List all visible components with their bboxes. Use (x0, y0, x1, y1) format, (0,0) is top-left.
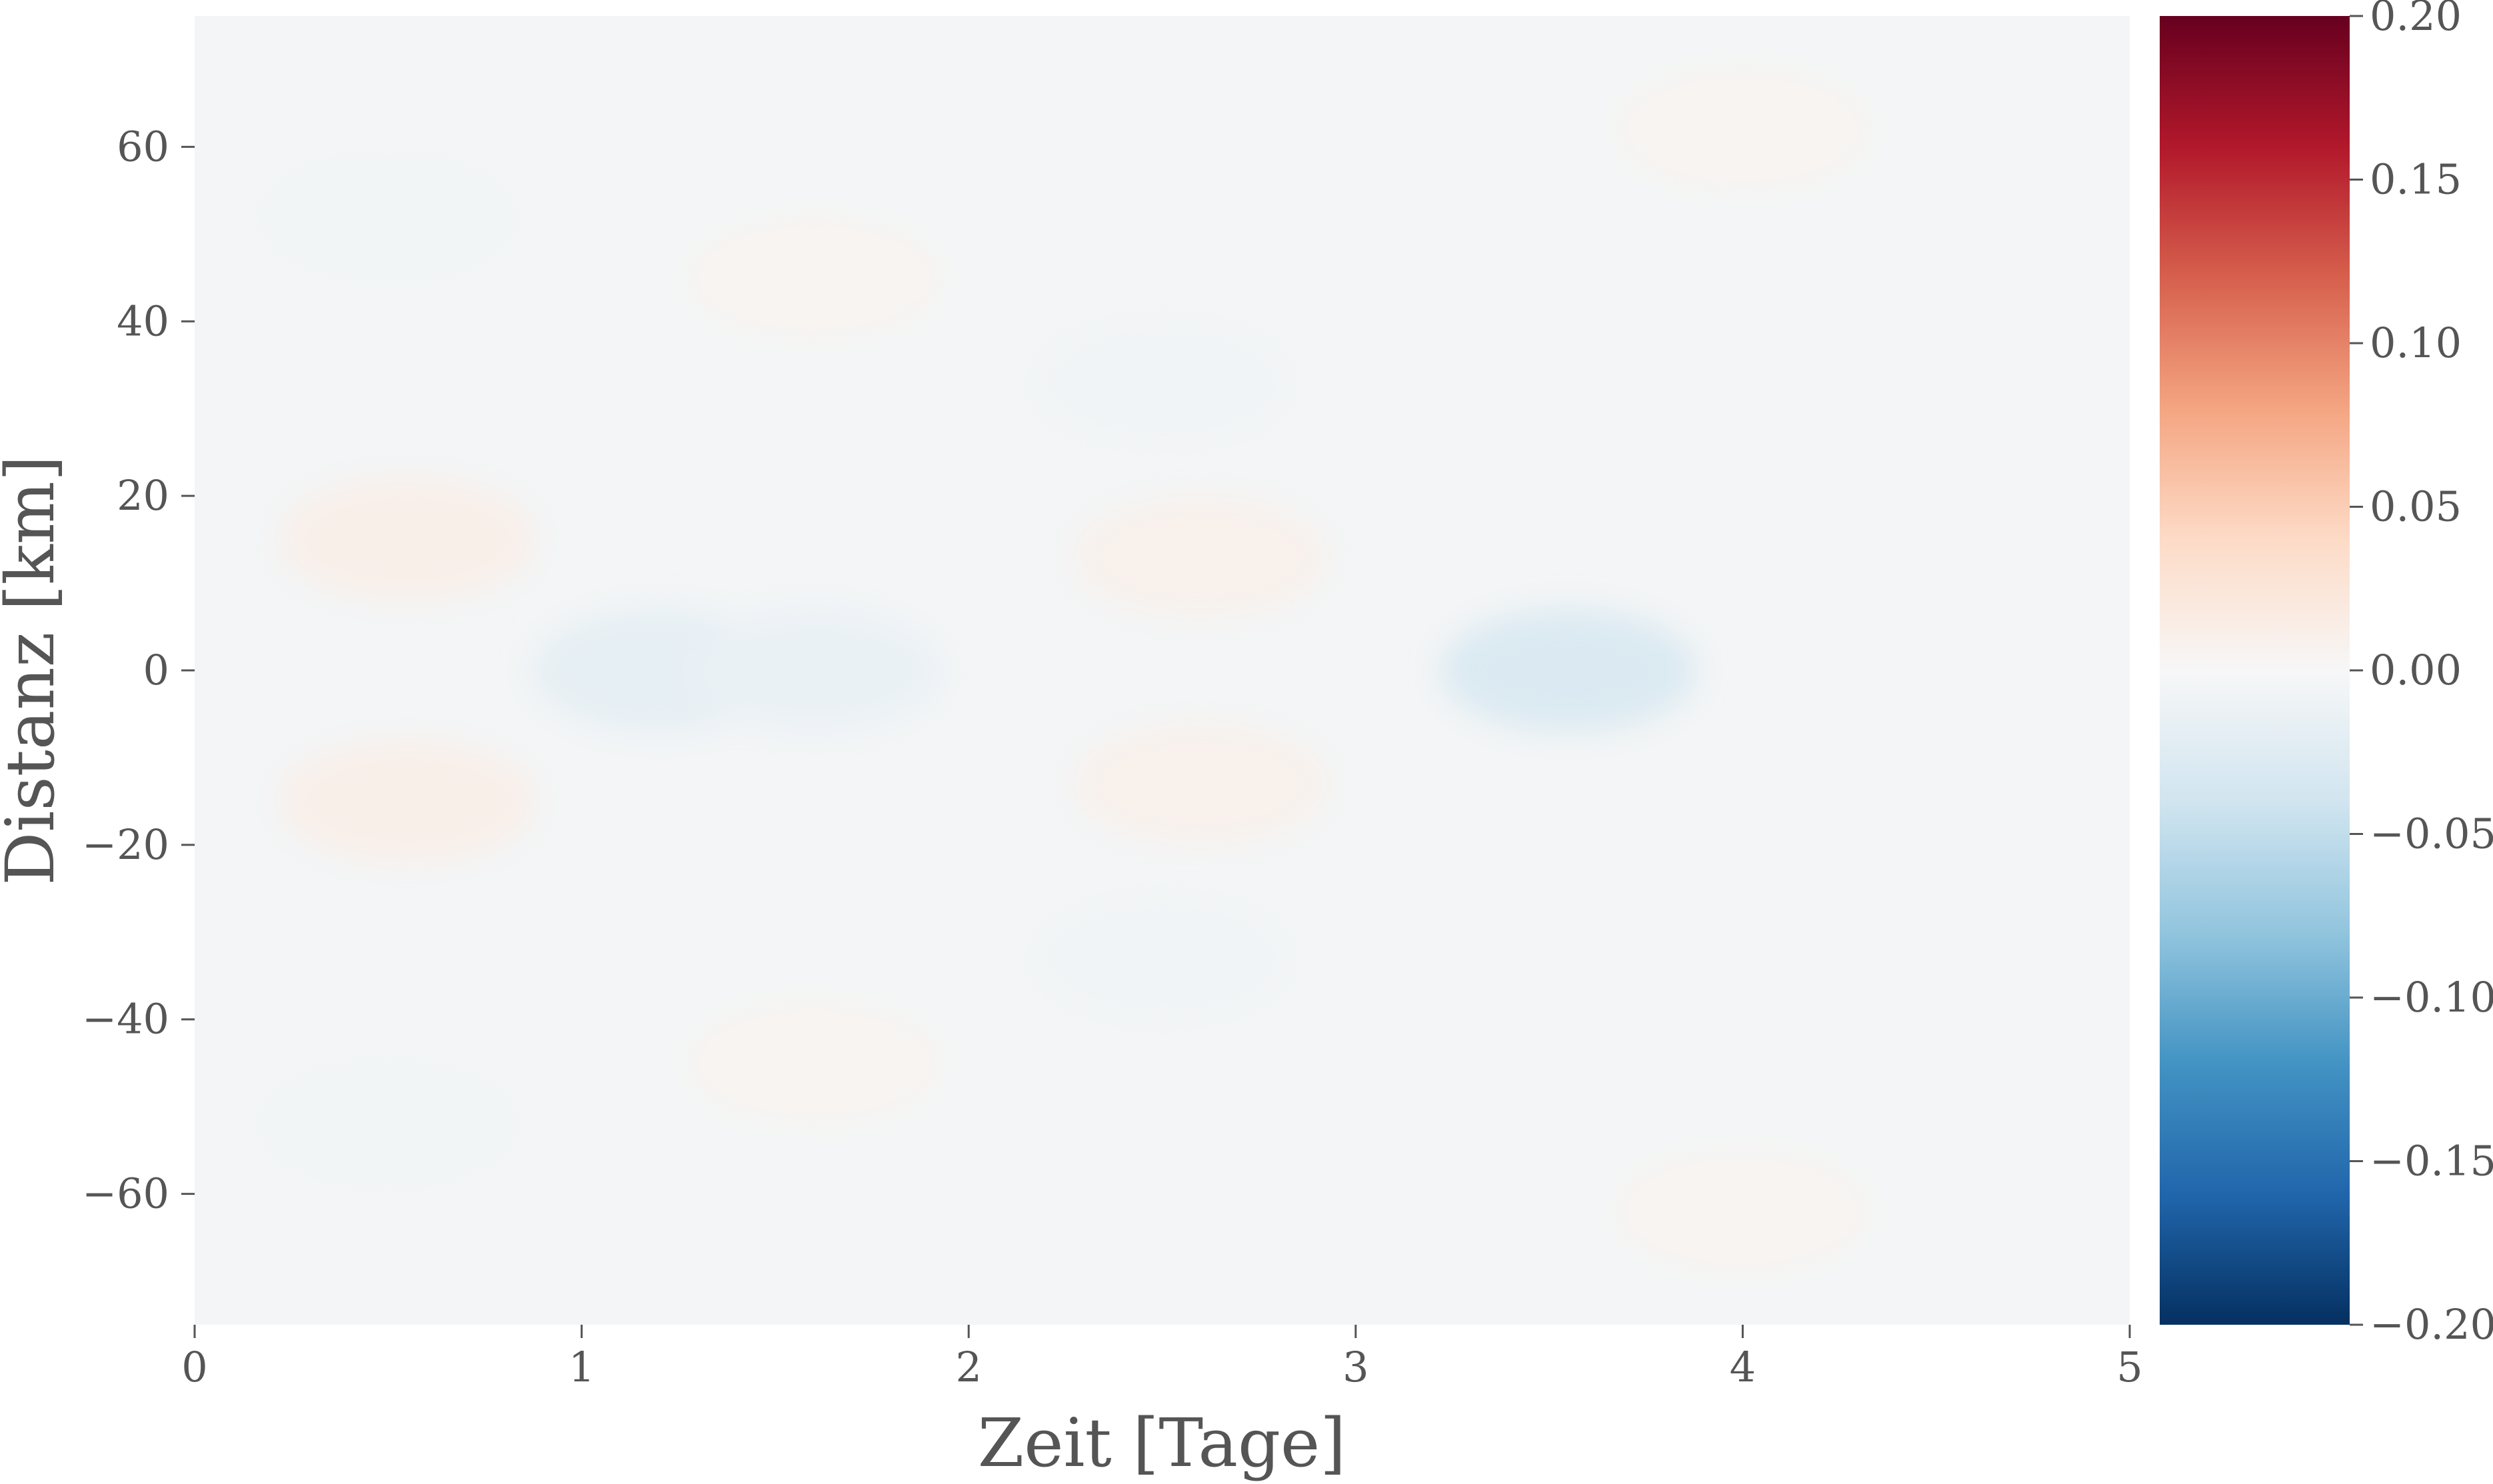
colorbar-tick-label: −0.10 (2370, 973, 2493, 1022)
x-tick-label: 5 (2116, 1343, 2142, 1391)
heatmap-feature-1 (279, 740, 535, 863)
heatmap-feature-11 (686, 217, 942, 339)
y-tick-label: 20 (117, 471, 169, 520)
y-tick-label: 0 (143, 646, 169, 694)
colorbar-gradient-bar (2160, 16, 2350, 1325)
colorbar-tick-label: −0.20 (2370, 1300, 2493, 1349)
heatmap-background (195, 16, 2130, 1325)
heatmap-feature-10 (1614, 1150, 1870, 1273)
heatmap-feature-12 (686, 1002, 942, 1124)
y-axis: −60 −40 −20 0 20 40 60 (82, 122, 195, 1218)
x-axis-label: Zeit [Tage] (978, 1404, 1346, 1482)
colorbar-ticks: −0.20 −0.15 −0.10 −0.05 0.00 0.05 0.10 0.15 0.20 (2350, 0, 2493, 1349)
heatmap-feature-13 (260, 155, 516, 278)
heatmap-feature-9 (1614, 68, 1870, 191)
y-tick-label: −60 (82, 1169, 169, 1218)
heatmap-feature-6 (1440, 609, 1696, 732)
heatmap-features (260, 68, 1870, 1273)
colorbar-tick-label: 0.05 (2370, 482, 2462, 531)
colorbar-tick-label: −0.15 (2370, 1137, 2493, 1185)
heatmap-feature-5 (1073, 722, 1329, 845)
colorbar-tick-label: 0.20 (2370, 0, 2462, 40)
x-tick-label: 3 (1342, 1343, 1368, 1391)
colorbar-tick-label: −0.05 (2370, 810, 2493, 858)
colorbar-tick-label: 0.00 (2370, 646, 2462, 694)
y-tick-label: −40 (82, 995, 169, 1044)
x-tick-label: 0 (181, 1343, 207, 1391)
heatmap-feature-14 (260, 1063, 516, 1185)
colorbar: −0.20 −0.15 −0.10 −0.05 0.00 0.05 0.10 0.15 0.20 (2160, 0, 2493, 1349)
x-tick-label: 1 (569, 1343, 595, 1391)
heatmap-feature-8 (1034, 897, 1290, 1020)
y-tick-label: 60 (117, 122, 169, 171)
colorbar-tick-label: 0.10 (2370, 319, 2462, 367)
x-tick-label: 2 (955, 1343, 981, 1391)
heatmap-feature-4 (1073, 496, 1329, 618)
heatmap-feature-3 (686, 609, 942, 732)
heatmap-feature-7 (1034, 321, 1290, 444)
y-tick-label: 40 (117, 297, 169, 345)
heatmap-plot-area (195, 16, 2130, 1325)
x-tick-label: 4 (1730, 1343, 1756, 1391)
y-axis-label: Distanz [km] (0, 455, 69, 886)
colorbar-tick-label: 0.15 (2370, 155, 2462, 204)
y-tick-label: −20 (82, 820, 169, 869)
x-axis: 0 1 2 3 4 5 (181, 1325, 2143, 1391)
heatmap-feature-0 (279, 478, 535, 601)
